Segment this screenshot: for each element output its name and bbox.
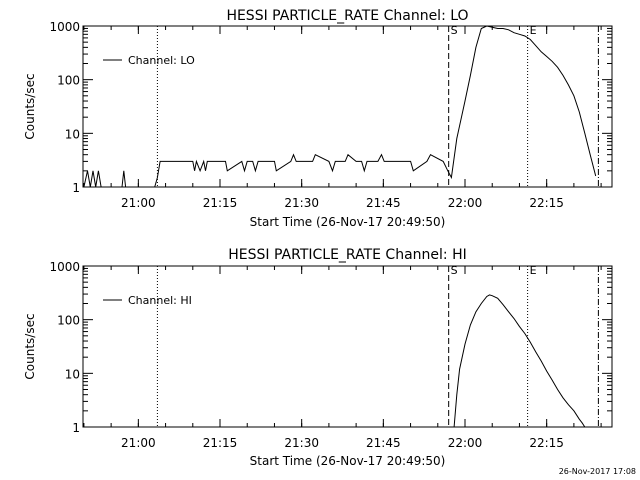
x-tick-label: 22:15 (529, 436, 564, 450)
event-marker-label: E (530, 24, 537, 37)
event-marker-label: S (451, 24, 458, 37)
x-tick-label: 22:00 (448, 436, 483, 450)
hi-channel-panel: HESSI PARTICLE_RATE Channel: HI Counts/se… (23, 247, 613, 468)
x-tick-label: 21:00 (121, 436, 156, 450)
x-axis-label: Start Time (26-Nov-17 20:49:50) (250, 215, 446, 229)
x-axis-label: Start Time (26-Nov-17 20:49:50) (250, 454, 446, 468)
y-tick-label: 10 (65, 127, 80, 141)
series-line (83, 25, 597, 188)
legend-label: Channel: LO (128, 54, 195, 67)
chart-title: HESSI PARTICLE_RATE Channel: HI (228, 247, 466, 263)
x-tick-label: 21:45 (366, 436, 401, 450)
y-tick-label: 1 (72, 421, 80, 435)
lo-channel-panel: HESSI PARTICLE_RATE Channel: LO Counts/se… (23, 8, 613, 229)
chart-title: HESSI PARTICLE_RATE Channel: LO (226, 8, 468, 24)
series-line (453, 294, 586, 428)
x-tick-label: 21:30 (284, 196, 319, 210)
y-tick-label: 1000 (49, 260, 80, 274)
x-tick-label: 22:15 (529, 196, 564, 210)
x-tick-label: 21:15 (203, 196, 238, 210)
x-tick-label: 21:15 (203, 436, 238, 450)
y-tick-label: 1 (72, 181, 80, 195)
plot-timestamp: 26-Nov-2017 17:08 (558, 467, 636, 476)
event-marker-label: S (451, 264, 458, 277)
x-tick-label: 21:00 (121, 196, 156, 210)
y-axis-label: Counts/sec (23, 313, 37, 379)
x-tick-label: 21:30 (284, 436, 319, 450)
plot-frame (82, 25, 613, 188)
plot-frame (82, 265, 613, 428)
y-tick-label: 10 (65, 367, 80, 381)
y-tick-label: 1000 (49, 20, 80, 34)
y-axis-label: Counts/sec (23, 73, 37, 139)
legend-label: Channel: HI (128, 294, 192, 307)
event-marker-label: E (530, 264, 537, 277)
y-tick-label: 100 (57, 74, 80, 88)
y-tick-label: 100 (57, 314, 80, 328)
x-tick-label: 22:00 (448, 196, 483, 210)
x-tick-label: 21:45 (366, 196, 401, 210)
